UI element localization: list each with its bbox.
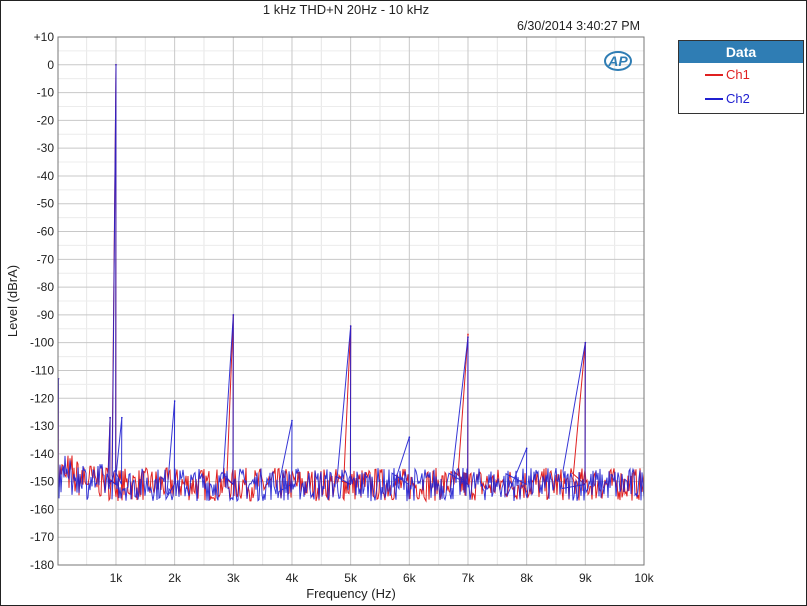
- svg-text:AP: AP: [607, 53, 628, 69]
- peak-point: [173, 400, 176, 402]
- legend: Data Ch1 Ch2: [678, 40, 804, 114]
- y-tick-label: -70: [37, 252, 55, 266]
- y-tick-label: -40: [37, 169, 55, 183]
- peak-point: [584, 341, 587, 344]
- x-tick-label: 8k: [520, 571, 534, 585]
- plot-border: [57, 36, 645, 566]
- peak-point: [525, 447, 528, 450]
- legend-swatch: [705, 98, 723, 100]
- legend-label: Ch2: [726, 91, 750, 106]
- y-tick-label: -130: [30, 419, 54, 433]
- x-axis-label: Frequency (Hz): [306, 586, 396, 601]
- x-tick-label: 1k: [110, 571, 124, 585]
- x-tick-label: 6k: [403, 571, 417, 585]
- x-tick-label: 4k: [286, 571, 300, 585]
- ap-logo: AP: [604, 51, 632, 71]
- y-tick-label: +10: [34, 30, 55, 44]
- peak-point: [115, 63, 117, 66]
- legend-item-ch1[interactable]: Ch1: [679, 63, 803, 87]
- x-tick-label: 7k: [462, 571, 476, 585]
- y-tick-label: -100: [30, 336, 54, 350]
- peak-point: [467, 336, 469, 338]
- y-tick-label: -120: [30, 391, 54, 405]
- peak-point: [291, 419, 293, 422]
- y-tick-label: -20: [37, 113, 55, 127]
- series-line-ch1: [57, 64, 645, 503]
- timestamp: 6/30/2014 3:40:27 PM: [516, 19, 640, 33]
- y-tick-label: 0: [47, 58, 54, 72]
- legend-swatch: [705, 74, 723, 76]
- y-tick-label: -140: [30, 447, 54, 461]
- legend-label: Ch1: [726, 67, 750, 82]
- x-tick-label: 9k: [579, 571, 593, 585]
- y-tick-label: -30: [37, 141, 55, 155]
- y-tick-label: -60: [37, 225, 55, 239]
- chart-title: 1 kHz THD+N 20Hz - 10 kHz: [262, 2, 430, 17]
- y-tick-label: -150: [30, 475, 54, 489]
- peak-point: [467, 333, 469, 336]
- peak-point: [109, 416, 111, 419]
- y-tick-label: -170: [30, 530, 54, 544]
- y-tick-label: -180: [30, 558, 54, 572]
- peak-point: [349, 325, 352, 327]
- peak-point: [408, 436, 411, 438]
- y-tick-label: -80: [37, 280, 55, 294]
- x-tick-label: 3k: [227, 571, 241, 585]
- y-tick-label: -90: [37, 308, 55, 322]
- x-tick-label: 10k: [634, 571, 654, 585]
- y-tick-label: -10: [37, 86, 55, 100]
- y-tick-label: -160: [30, 502, 54, 516]
- series-line-ch2: [57, 64, 645, 503]
- y-tick-label: -110: [31, 363, 54, 377]
- peak-point: [121, 416, 123, 419]
- peak-point: [232, 314, 235, 316]
- y-axis-label: Level (dBrA): [5, 265, 20, 337]
- x-tick-label: 2k: [168, 571, 182, 585]
- x-tick-label: 5k: [344, 571, 358, 585]
- legend-item-ch2[interactable]: Ch2: [679, 87, 803, 111]
- legend-title: Data: [679, 41, 803, 63]
- y-tick-label: -50: [37, 197, 55, 211]
